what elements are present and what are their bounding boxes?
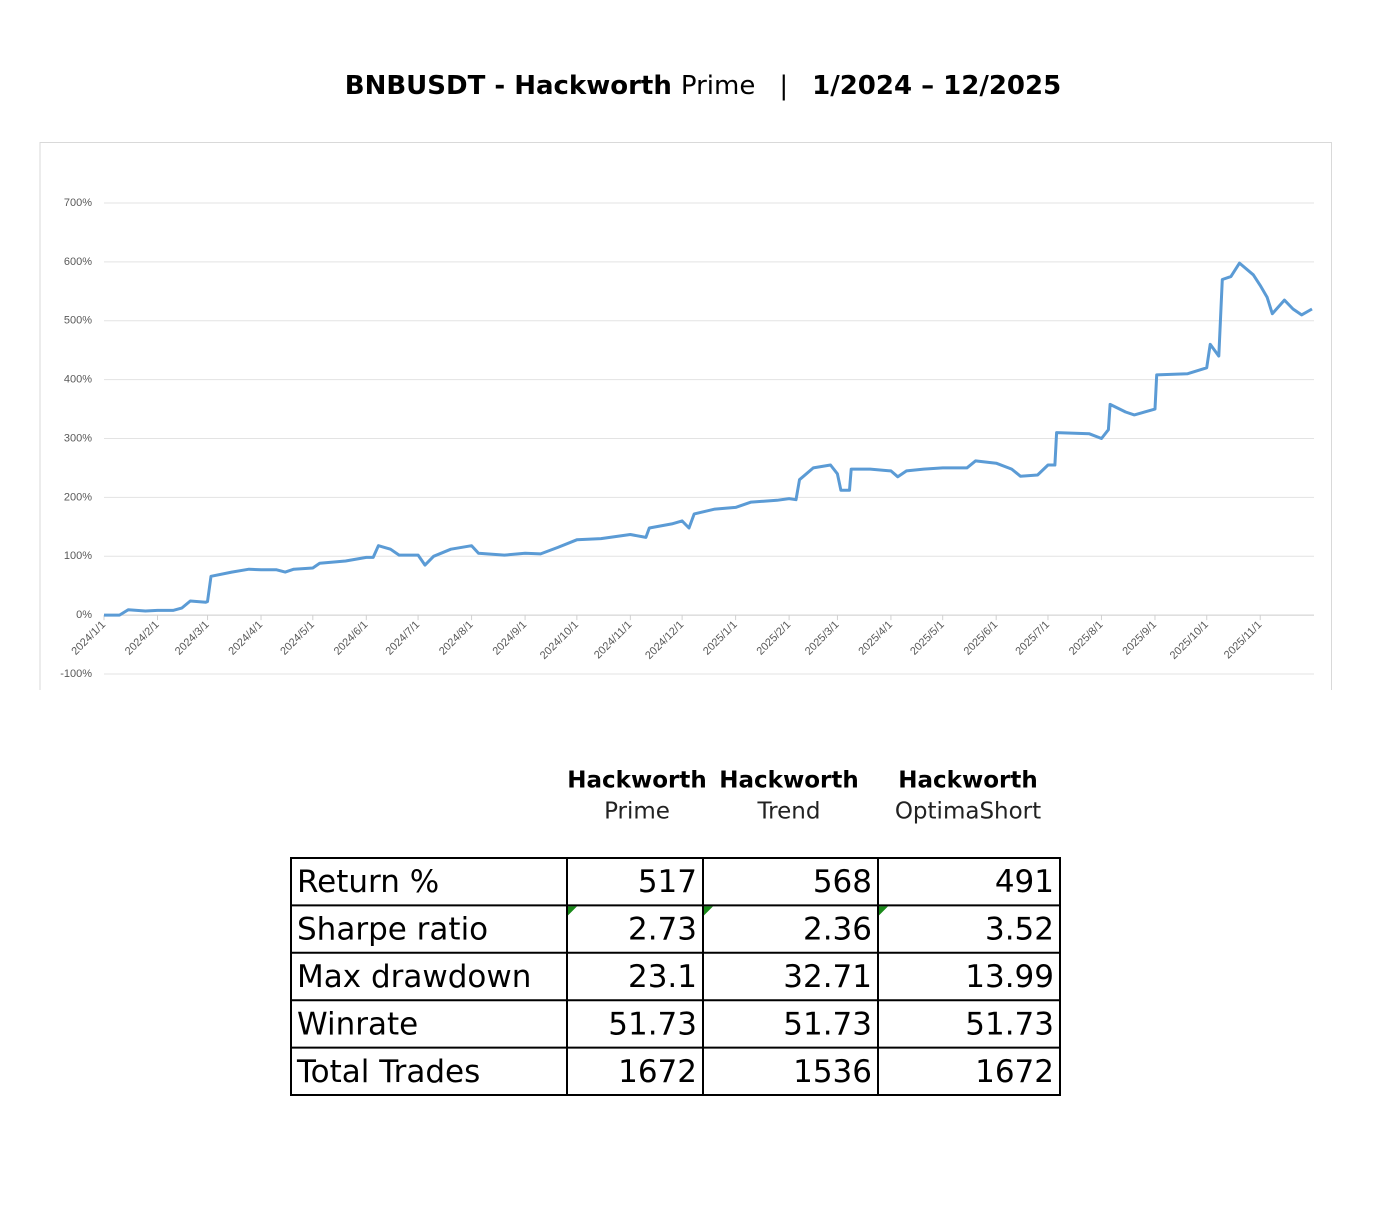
table-cell: 51.73 [608, 1006, 697, 1042]
x-tick-label: 2025/7/1 [1013, 619, 1052, 658]
page-title: BNBUSDT - Hackworth Prime | 1/2024 – 12/202… [345, 71, 1061, 101]
x-tick-label: 2025/9/1 [1120, 619, 1159, 658]
table-cell: 23.1 [628, 959, 697, 995]
x-tick-label: 2024/10/1 [538, 619, 581, 662]
chart-frame [39, 142, 1332, 690]
y-tick-label: 100% [64, 550, 92, 562]
x-tick-label: 2024/5/1 [278, 619, 317, 658]
table-cell: 2.73 [628, 912, 697, 948]
table-cell: 1672 [975, 1054, 1054, 1090]
cell-marker [568, 906, 577, 916]
table-cell: 568 [813, 864, 872, 900]
table-cell: 3.52 [985, 912, 1054, 948]
table-cell: 32.71 [783, 959, 872, 995]
row-label: Winrate [297, 1006, 418, 1042]
y-tick-label: 500% [64, 315, 92, 327]
x-tick-label: 2024/7/1 [383, 619, 422, 658]
table-cell: 2.36 [803, 912, 872, 948]
x-tick-label: 2025/6/1 [962, 619, 1001, 658]
x-tick-label: 2024/2/1 [123, 619, 162, 658]
table-cell: 13.99 [965, 959, 1054, 995]
x-tick-label: 2024/8/1 [437, 619, 476, 658]
x-tick-label: 2024/1/1 [69, 619, 108, 658]
y-tick-label: 300% [64, 432, 92, 444]
x-tick-label: 2025/3/1 [803, 619, 842, 658]
x-tick-label: 2024/3/1 [173, 619, 212, 658]
table-cell: 51.73 [783, 1006, 872, 1042]
x-tick-label: 2024/9/1 [490, 619, 529, 658]
x-tick-label: 2025/11/1 [1222, 619, 1265, 662]
y-tick-label: 200% [64, 491, 92, 503]
column-variant: Prime [604, 799, 670, 825]
x-tick-label: 2025/4/1 [856, 619, 895, 658]
table-cell: 517 [638, 864, 697, 900]
table-cell: 1672 [618, 1054, 697, 1090]
table-border [290, 857, 1061, 1096]
column-name: Hackworth [898, 768, 1037, 794]
y-tick-label: 400% [64, 374, 92, 386]
column-variant: OptimaShort [895, 799, 1041, 825]
title-bold: BNBUSDT - Hackworth [345, 71, 672, 101]
x-tick-label: 2025/1/1 [701, 619, 740, 658]
column-name: Hackworth [567, 768, 706, 794]
table-cell: 491 [995, 864, 1054, 900]
x-tick-label: 2024/6/1 [332, 619, 371, 658]
row-label: Total Trades [296, 1054, 480, 1090]
y-tick-label: 700% [64, 197, 92, 209]
title-normal: Prime [681, 71, 755, 101]
data-line [104, 261, 1313, 617]
x-tick-label: 2025/10/1 [1168, 619, 1211, 662]
row-label: Max drawdown [297, 959, 531, 995]
x-tick-label: 2025/8/1 [1067, 619, 1106, 658]
x-tick-label: 2024/11/1 [592, 619, 635, 662]
table-cell: 51.73 [965, 1006, 1054, 1042]
y-tick-label: -100% [60, 668, 92, 680]
cell-marker [879, 906, 888, 916]
x-tick-label: 2024/4/1 [226, 619, 265, 658]
y-tick-label: 0% [76, 609, 92, 621]
y-tick-label: 600% [64, 256, 92, 268]
x-tick-label: 2024/12/1 [643, 619, 686, 662]
row-label: Return % [297, 864, 439, 900]
x-tick-label: 2025/5/1 [908, 619, 947, 658]
title-separator: | [779, 71, 788, 101]
column-name: Hackworth [719, 768, 858, 794]
title-period: 1/2024 – 12/2025 [812, 71, 1061, 101]
x-tick-label: 2025/2/1 [755, 619, 794, 658]
column-variant: Trend [757, 799, 821, 825]
cell-marker [704, 906, 713, 916]
row-label: Sharpe ratio [297, 912, 488, 948]
table-cell: 1536 [793, 1054, 872, 1090]
